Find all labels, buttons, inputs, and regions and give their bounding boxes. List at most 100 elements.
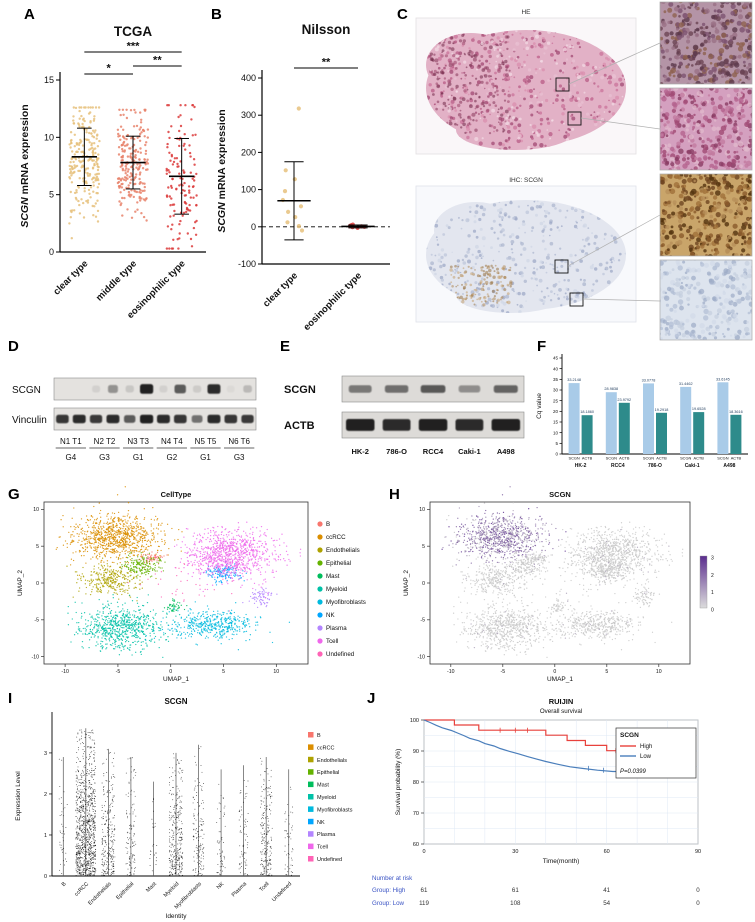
svg-text:15: 15 [553, 420, 559, 425]
svg-text:300: 300 [241, 110, 256, 120]
svg-text:G1: G1 [133, 453, 144, 462]
panel-label-c: C [397, 6, 408, 23]
svg-text:200: 200 [241, 147, 256, 157]
svg-text:5: 5 [222, 669, 225, 675]
svg-text:N5 T5: N5 T5 [195, 437, 217, 446]
svg-text:-5: -5 [116, 669, 121, 675]
svg-text:10: 10 [44, 132, 54, 142]
svg-text:18.3616: 18.3616 [729, 410, 743, 414]
svg-text:SCGN: SCGN [12, 385, 41, 396]
svg-text:N6 T6: N6 T6 [228, 437, 250, 446]
panel-label-h: H [389, 486, 400, 503]
svg-text:786-O: 786-O [386, 447, 407, 456]
svg-text:***: *** [127, 41, 141, 53]
panel-b-nilsson-scatter-plot: -100 0 100 200 300 400 clear type eosinophilic … [216, 22, 390, 333]
svg-text:30: 30 [553, 388, 559, 393]
panel-f-cq-bar-chart: 0 5 10 15 20 25 30 35 40 45 Cq value 33.2148 SCGN 18.… [536, 354, 748, 469]
svg-text:33.6145: 33.6145 [716, 377, 730, 381]
panel-e-western-blot: SCGN ACTB HK-2 786-O RCC4 Caki-1 A498 [284, 375, 525, 456]
panel-label-e: E [280, 338, 291, 355]
svg-text:Vinculin: Vinculin [12, 415, 47, 426]
svg-text:SCGN: SCGN [680, 456, 691, 461]
svg-text:N1 T1: N1 T1 [60, 437, 82, 446]
svg-text:HE: HE [521, 9, 531, 16]
svg-text:10: 10 [273, 669, 279, 675]
svg-text:20: 20 [553, 409, 559, 414]
svg-text:eosinophilic type: eosinophilic type [301, 270, 364, 333]
svg-text:TCGA: TCGA [114, 24, 152, 39]
panel-label-f: F [537, 338, 547, 355]
svg-text:0: 0 [555, 452, 558, 457]
svg-text:-10: -10 [61, 669, 69, 675]
svg-text:45: 45 [553, 356, 559, 361]
svg-text:5: 5 [36, 544, 39, 550]
svg-text:IHC: SCGN: IHC: SCGN [509, 177, 543, 184]
panel-label-a: A [24, 6, 35, 23]
svg-text:31.4462: 31.4462 [679, 382, 693, 386]
svg-text:SCGN: SCGN [568, 456, 579, 461]
svg-text:5: 5 [49, 190, 54, 200]
panel-d-western-blot: SCGN Vinculin N1 T1 G4 N2 T2 G3 N3 T3 G1 N4 T4 G2… [12, 377, 257, 462]
svg-text:*: * [107, 63, 112, 75]
panel-g-umap-celltype: -10 -5 0 5 10-10-50510UMAP_1UMAP_2CellTypeBc… [17, 486, 366, 683]
svg-text:N2 T2: N2 T2 [94, 437, 116, 446]
svg-text:ACTB: ACTB [656, 456, 667, 461]
svg-text:0: 0 [251, 222, 256, 232]
svg-text:19.2918: 19.2918 [655, 408, 669, 412]
svg-text:SCGN mRNA expression: SCGN mRNA expression [19, 104, 31, 227]
svg-text:35: 35 [553, 377, 559, 382]
svg-text:SCGN: SCGN [606, 456, 617, 461]
svg-text:ACTB: ACTB [694, 456, 705, 461]
svg-text:18.1860: 18.1860 [580, 410, 594, 414]
svg-text:SCGN: SCGN [284, 384, 316, 396]
svg-text:10: 10 [553, 430, 559, 435]
svg-text:0: 0 [49, 247, 54, 257]
svg-text:ACTB: ACTB [582, 456, 593, 461]
svg-text:A498: A498 [723, 463, 735, 469]
svg-text:786-O: 786-O [648, 463, 662, 469]
panel-label-j: J [367, 690, 376, 707]
svg-text:19.6528: 19.6528 [692, 407, 706, 411]
svg-text:33.0778: 33.0778 [642, 378, 656, 382]
svg-text:33.2148: 33.2148 [567, 378, 581, 382]
svg-text:Cq value: Cq value [536, 393, 543, 419]
svg-text:clear type: clear type [51, 258, 90, 297]
svg-text:5: 5 [555, 441, 558, 446]
svg-text:SCGN: SCGN [717, 456, 728, 461]
svg-text:N4 T4: N4 T4 [161, 437, 183, 446]
svg-text:-5: -5 [34, 618, 39, 624]
svg-text:HK-2: HK-2 [351, 447, 369, 456]
svg-text:CellType: CellType [161, 490, 192, 499]
svg-text:SCGN mRNA expression: SCGN mRNA expression [216, 109, 228, 232]
svg-text:**: ** [153, 55, 162, 67]
svg-text:RCC4: RCC4 [611, 463, 625, 469]
panel-label-i: I [8, 690, 13, 707]
svg-text:clear type: clear type [261, 270, 300, 309]
panel-label-g: G [8, 486, 20, 503]
svg-text:100: 100 [241, 185, 256, 195]
svg-text:ACTB: ACTB [731, 456, 742, 461]
svg-text:G1: G1 [200, 453, 211, 462]
svg-text:G3: G3 [234, 453, 245, 462]
panel-label-b: B [211, 6, 222, 23]
svg-text:28.9838: 28.9838 [604, 387, 618, 391]
svg-text:G4: G4 [65, 453, 76, 462]
svg-text:Caki-1: Caki-1 [685, 463, 700, 469]
panel-label-d: D [8, 338, 19, 355]
svg-text:A498: A498 [497, 447, 515, 456]
svg-text:middle type: middle type [94, 258, 139, 303]
svg-text:25: 25 [553, 398, 559, 403]
svg-text:G2: G2 [166, 453, 177, 462]
svg-text:-100: -100 [238, 259, 256, 269]
svg-text:SCGN: SCGN [643, 456, 654, 461]
svg-text:UMAP_2: UMAP_2 [17, 570, 24, 596]
svg-text:Caki-1: Caki-1 [458, 447, 481, 456]
svg-text:-10: -10 [32, 654, 40, 660]
svg-text:Nilsson: Nilsson [302, 22, 351, 37]
svg-text:23.9792: 23.9792 [617, 398, 631, 402]
